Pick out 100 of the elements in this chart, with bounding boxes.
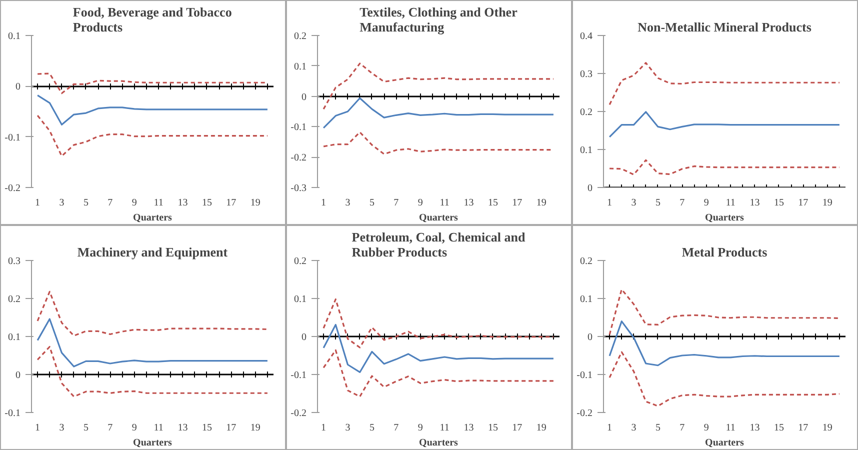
x-tick-label: 7 xyxy=(680,198,685,208)
x-tick-label: 13 xyxy=(178,422,188,434)
x-tick-label: 9 xyxy=(132,422,137,434)
y-tick-label: 0.4 xyxy=(580,31,592,42)
x-tick-label: 5 xyxy=(369,422,374,434)
y-tick-label: -0.1 xyxy=(576,370,593,381)
x-tick-label: 17 xyxy=(798,422,808,434)
x-tick-label: 17 xyxy=(512,198,522,208)
x-tick-label: 11 xyxy=(154,422,164,434)
y-tick-label: 0.1 xyxy=(580,145,592,156)
y-tick-label: -0.2 xyxy=(290,408,307,419)
y-tick-label: -0.1 xyxy=(4,408,21,419)
x-axis-title: Quarters xyxy=(705,212,744,224)
x-axis-title: Quarters xyxy=(419,212,458,224)
y-tick-label: 0.1 xyxy=(8,31,20,42)
x-tick-label: 11 xyxy=(726,422,736,434)
chart-title: Food, Beverage and Tobacco Products xyxy=(72,4,232,34)
x-tick-label: 15 xyxy=(488,198,498,208)
x-tick-label: 13 xyxy=(464,198,474,208)
y-tick-label: 0.3 xyxy=(580,69,592,80)
x-tick-label: 15 xyxy=(774,422,784,434)
x-tick-label: 15 xyxy=(202,198,212,208)
x-tick-label: 13 xyxy=(464,422,474,434)
x-tick-label: 3 xyxy=(631,422,636,434)
x-tick-label: 1 xyxy=(607,422,612,434)
y-tick-label: 0 xyxy=(588,332,592,343)
x-tick-label: 13 xyxy=(750,422,760,434)
y-tick-label: 0.2 xyxy=(580,256,592,267)
x-tick-label: 9 xyxy=(132,198,137,208)
x-tick-label: 19 xyxy=(250,198,260,208)
y-tick-label: -0.2 xyxy=(576,408,593,419)
x-tick-label: 13 xyxy=(750,198,760,208)
y-tick-label: 0 xyxy=(16,370,20,381)
x-tick-label: 3 xyxy=(345,198,350,208)
y-tick-label: 0 xyxy=(16,82,20,93)
x-tick-label: 19 xyxy=(822,422,832,434)
x-tick-label: 11 xyxy=(726,198,736,208)
y-tick-label: 0.2 xyxy=(580,107,592,118)
x-tick-label: 3 xyxy=(59,198,64,208)
x-tick-label: 17 xyxy=(512,422,522,434)
x-tick-label: 13 xyxy=(178,198,188,208)
y-tick-label: 0.2 xyxy=(294,256,306,267)
x-tick-label: 11 xyxy=(440,422,450,434)
x-axis-title: Quarters xyxy=(419,438,458,448)
x-tick-label: 5 xyxy=(369,198,374,208)
y-tick-label: -0.3 xyxy=(290,183,307,194)
x-tick-label: 15 xyxy=(774,198,784,208)
x-tick-label: 3 xyxy=(345,422,350,434)
chart-title: Petroleum, Coal, Chemical and Rubber Products xyxy=(352,230,526,260)
y-tick-label: 0.1 xyxy=(294,294,306,305)
x-tick-label: 19 xyxy=(822,198,832,208)
x-axis-title: Quarters xyxy=(133,438,172,448)
x-axis-title: Quarters xyxy=(705,438,744,448)
x-tick-label: 17 xyxy=(226,198,236,208)
chart-title: Non-Metallic Mineral Products xyxy=(638,20,812,34)
chart-title: Metal Products xyxy=(682,244,768,260)
y-tick-label: 0.2 xyxy=(8,294,20,305)
x-tick-label: 3 xyxy=(631,198,636,208)
x-tick-label: 19 xyxy=(536,198,546,208)
x-tick-label: 7 xyxy=(394,422,399,434)
x-tick-label: 19 xyxy=(250,422,260,434)
x-tick-label: 5 xyxy=(83,422,88,434)
x-tick-label: 17 xyxy=(226,422,236,434)
x-tick-label: 19 xyxy=(536,422,546,434)
x-axis-title: Quarters xyxy=(133,212,172,224)
y-tick-label: -0.1 xyxy=(4,132,21,144)
y-tick-label: 0.2 xyxy=(294,31,306,42)
y-tick-label: -0.1 xyxy=(290,122,307,134)
chart-title: Textiles, Clothing and Other Manufacturing xyxy=(360,4,518,34)
y-tick-label: -0.1 xyxy=(290,370,307,381)
x-tick-label: 9 xyxy=(704,422,709,434)
y-tick-label: 0.1 xyxy=(580,294,592,305)
x-tick-label: 1 xyxy=(321,422,326,434)
x-tick-label: 5 xyxy=(655,422,660,434)
x-tick-label: 9 xyxy=(704,198,709,208)
x-tick-label: 17 xyxy=(798,198,808,208)
y-tick-label: 0 xyxy=(302,92,306,103)
x-tick-label: 1 xyxy=(607,198,612,208)
x-tick-label: 5 xyxy=(83,198,88,208)
x-tick-label: 9 xyxy=(418,422,423,434)
x-tick-label: 7 xyxy=(108,422,113,434)
x-tick-label: 9 xyxy=(418,198,423,208)
x-tick-label: 15 xyxy=(488,422,498,434)
chart-title: Machinery and Equipment xyxy=(77,244,228,260)
x-tick-label: 1 xyxy=(321,198,326,208)
y-tick-label: 0 xyxy=(302,332,306,343)
x-tick-label: 3 xyxy=(59,422,64,434)
x-tick-label: 1 xyxy=(35,422,40,434)
x-tick-label: 1 xyxy=(35,198,40,208)
y-tick-label: 0 xyxy=(588,183,592,194)
y-tick-label: -0.2 xyxy=(290,152,307,164)
y-tick-label: 0.1 xyxy=(294,61,306,72)
y-tick-label: -0.2 xyxy=(4,183,21,194)
x-tick-label: 7 xyxy=(680,422,685,434)
x-tick-label: 7 xyxy=(394,198,399,208)
y-tick-label: 0.3 xyxy=(8,256,20,267)
x-tick-label: 15 xyxy=(202,422,212,434)
x-tick-label: 7 xyxy=(108,198,113,208)
x-tick-label: 11 xyxy=(154,198,164,208)
x-tick-label: 11 xyxy=(440,198,450,208)
